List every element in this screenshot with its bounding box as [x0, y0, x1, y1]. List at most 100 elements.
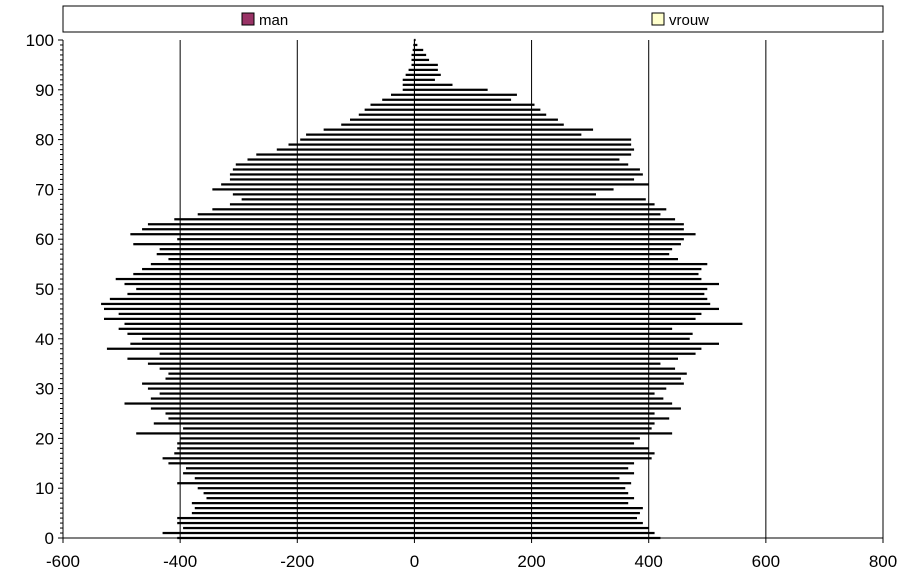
bar-vrouw-age-20	[414, 437, 640, 440]
y-tick-label: 70	[35, 180, 54, 199]
bar-vrouw-age-3	[414, 521, 643, 525]
bar-man-age-2	[183, 526, 415, 530]
bar-vrouw-age-62	[414, 228, 684, 231]
bar-man-age-87	[370, 103, 415, 106]
bar-man-age-7	[191, 502, 415, 505]
bar-vrouw-age-89	[414, 93, 517, 96]
bar-vrouw-age-82	[414, 128, 594, 131]
bar-man-age-42	[118, 327, 415, 330]
bar-man-age-32	[165, 377, 415, 380]
legend-label-vrouw: vrouw	[669, 12, 709, 29]
bar-vrouw-age-23	[414, 422, 655, 425]
bar-man-age-55	[150, 262, 415, 266]
bar-vrouw-age-16	[414, 457, 652, 460]
bar-vrouw-age-30	[414, 387, 667, 390]
bar-vrouw-age-41	[414, 332, 693, 335]
bar-vrouw-age-8	[414, 497, 635, 500]
bar-vrouw-age-7	[414, 502, 629, 505]
bar-man-age-83	[341, 123, 415, 126]
bar-vrouw-age-21	[414, 432, 673, 435]
bar-vrouw-age-11	[414, 482, 632, 485]
bar-man-age-56	[168, 257, 415, 261]
bar-vrouw-age-10	[414, 487, 626, 490]
bar-vrouw-age-69	[414, 193, 596, 196]
bar-man-age-43	[124, 322, 415, 325]
bar-vrouw-age-48	[414, 297, 708, 301]
bar-vrouw-age-65	[414, 213, 661, 216]
bar-man-age-86	[364, 108, 415, 111]
bar-man-age-39	[130, 342, 415, 345]
bar-vrouw-age-5	[414, 511, 640, 515]
bar-man-age-29	[159, 392, 415, 395]
bar-vrouw-age-58	[414, 248, 673, 251]
bar-vrouw-age-84	[414, 118, 558, 121]
bar-man-age-5	[191, 511, 415, 515]
bar-vrouw-age-76	[414, 158, 620, 161]
bar-man-age-37	[159, 352, 415, 355]
bar-man-age-61	[130, 233, 415, 236]
bar-vrouw-age-57	[414, 253, 670, 256]
bar-man-age-33	[168, 372, 415, 375]
y-tick-label: 0	[45, 529, 54, 548]
bar-vrouw-age-46	[414, 307, 719, 311]
bar-man-age-16	[162, 457, 415, 460]
bar-man-age-94	[408, 68, 415, 72]
bar-man-age-18	[177, 447, 415, 450]
bar-vrouw-age-32	[414, 377, 681, 380]
bar-man-age-38	[106, 347, 415, 350]
bar-vrouw-age-49	[414, 292, 705, 296]
bar-man-age-10	[197, 487, 415, 490]
bar-vrouw-age-28	[414, 397, 664, 400]
x-tick-label: 800	[869, 552, 897, 571]
bar-man-age-52	[115, 277, 415, 281]
bar-vrouw-age-90	[414, 88, 488, 91]
bar-vrouw-age-78	[414, 148, 635, 151]
bar-man-age-48	[109, 297, 415, 301]
bar-vrouw-age-99	[414, 43, 418, 47]
bar-vrouw-age-6	[414, 506, 643, 510]
bar-vrouw-age-34	[414, 367, 676, 370]
y-tick-label: 50	[35, 280, 54, 299]
bar-man-age-85	[358, 113, 415, 116]
bar-man-age-1	[162, 531, 415, 535]
bar-man-age-60	[177, 238, 415, 241]
bar-man-age-71	[221, 183, 415, 186]
bar-vrouw-age-81	[414, 133, 582, 136]
bar-man-age-91	[402, 83, 415, 86]
x-tick-label: 200	[517, 552, 545, 571]
bar-man-age-50	[136, 287, 415, 291]
bar-vrouw-age-44	[414, 317, 696, 321]
bar-vrouw-age-47	[414, 302, 711, 306]
bar-vrouw-age-100	[414, 38, 416, 42]
y-tick-label: 10	[35, 479, 54, 498]
bar-vrouw-age-73	[414, 173, 643, 176]
bar-vrouw-age-86	[414, 108, 541, 111]
bar-man-age-77	[256, 153, 415, 156]
bar-man-age-54	[142, 267, 415, 271]
bar-man-age-89	[391, 93, 415, 96]
bar-man-age-13	[183, 472, 415, 475]
bar-man-age-19	[177, 442, 415, 445]
bar-man-age-67	[229, 203, 415, 206]
bar-vrouw-age-71	[414, 183, 649, 186]
bar-man-age-59	[133, 243, 415, 246]
bar-vrouw-age-42	[414, 327, 673, 330]
legend-swatch-man	[241, 12, 255, 26]
bar-vrouw-age-75	[414, 163, 629, 166]
bar-vrouw-age-77	[414, 153, 632, 156]
bar-vrouw-age-19	[414, 442, 635, 445]
bar-vrouw-age-59	[414, 243, 681, 246]
bar-vrouw-age-33	[414, 372, 687, 375]
bar-vrouw-age-92	[414, 78, 435, 81]
x-tick-label: -400	[163, 552, 197, 571]
bar-man-age-76	[247, 158, 415, 161]
bar-man-age-8	[206, 497, 415, 500]
x-tick-label: 0	[410, 552, 419, 571]
bar-vrouw-age-22	[414, 427, 652, 430]
bar-vrouw-age-37	[414, 352, 696, 355]
bar-vrouw-age-68	[414, 198, 646, 201]
bar-man-age-30	[147, 387, 415, 390]
bar-vrouw-age-4	[414, 516, 637, 520]
x-tick-label: 600	[752, 552, 780, 571]
bar-man-age-93	[405, 73, 415, 76]
